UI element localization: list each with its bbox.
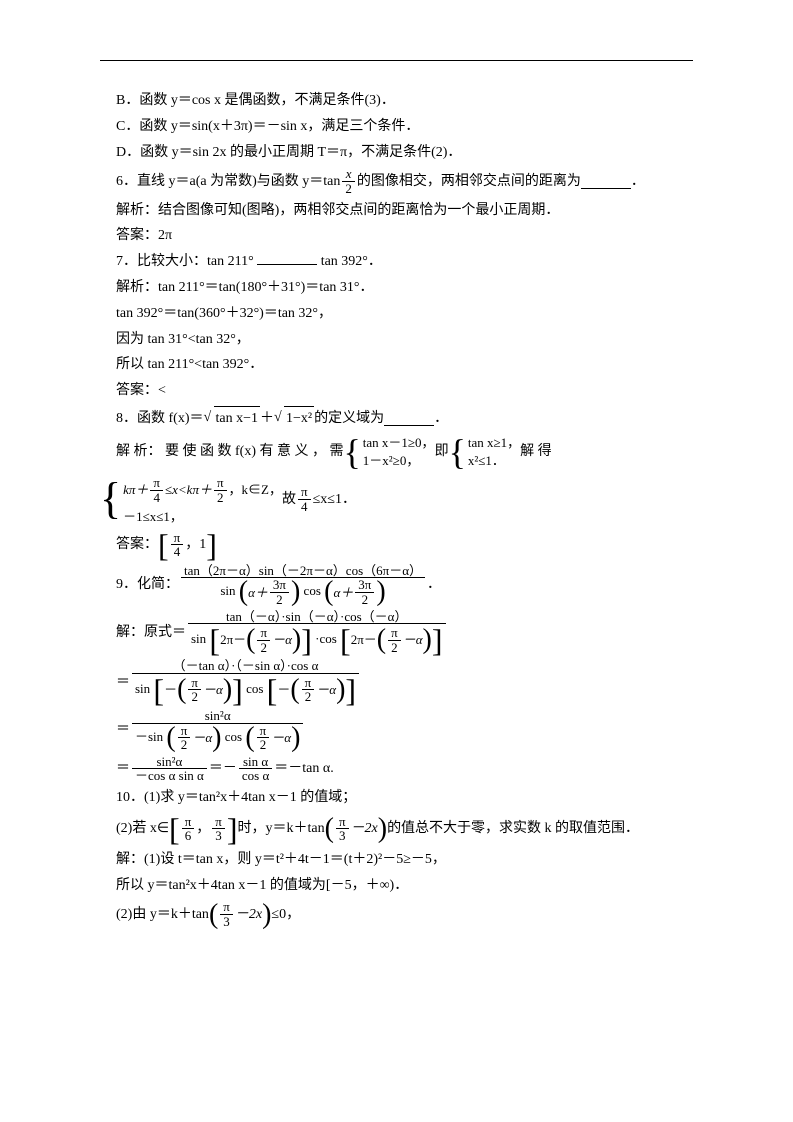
option-d: D．函数 y＝sin 2x 的最小正周期 T＝π，不满足条件(2)． [100,141,693,165]
q10-s3: (2)由 y＝k＋tan ( π3 －2x ) ≤0， [100,900,693,928]
q8-sqrt1: tan x−1 [204,406,261,431]
q6-text-a: 6．直线 y＝a(a 为常数)与函数 y＝tan [116,170,340,194]
q6: 6．直线 y＝a(a 为常数)与函数 y＝tan x 2 的图像相交，两相邻交点… [100,167,693,195]
q8-sys3: { kπ＋ π4 ≤x<kπ＋ π2 ，k∈Z， －1≤x≤1， 故 π4 ≤x… [100,473,693,525]
q10-2: (2)若 x∈ [ π6 ， π3 ] 时，y＝k＋tan ( π3 －2x )… [100,813,693,845]
q9-step1: 解：原式＝ tan（－α）·sin（－α）·cos（－α） sin [ 2π－ … [100,610,693,657]
q9: 9．化简： tan（2π－α）sin（－2π－α）cos（6π－α） sin (… [100,564,693,607]
option-c: C．函数 y＝sin(x＋3π)＝－sin x，满足三个条件． [100,115,693,139]
q6-end: ． [631,170,645,194]
q7: 7．比较大小：tan 211° tan 392°． [100,250,693,274]
q8-ans: 答案： [ π4 ，1 ] [100,529,693,561]
q8-blank [384,411,434,426]
q6-frac: x 2 [342,167,355,195]
q7-j3: 因为 tan 31°<tan 32°， [100,328,693,352]
q6-ans: 答案：2π [100,224,693,248]
q8-sys1: { tan x－1≥0， 1－x²≥0， [344,434,435,470]
q8-sqrt2: 1−x² [274,406,314,431]
q7-blank [257,250,317,265]
q9-step2: ＝ （－tan α）·（－sin α）·cos α sin [ － ( π2 －… [100,659,693,706]
q8: 8．函数 f(x)＝ tan x−1 ＋ 1−x² 的定义域为 ． [100,406,693,431]
q6-blank [581,174,631,189]
q7-ans: 答案：< [100,379,693,403]
q8-jiexi: 解 析： 要 使 函 数 f(x) 有 意 义 ， 需 { tan x－1≥0，… [100,434,693,470]
option-b: B．函数 y＝cos x 是偶函数，不满足条件(3)． [100,89,693,113]
top-rule [100,60,693,61]
q9-step3: ＝ sin²α －sin ( π2 －α ) cos ( π2 －α ) [100,709,693,752]
q9-step4: ＝ sin²α －cos α sin α ＝－ sin α cos α ＝－ta… [100,755,693,783]
q10-1: 10．(1)求 y＝tan²x＋4tan x－1 的值域； [100,786,693,810]
document-page: B．函数 y＝cos x 是偶函数，不满足条件(3)． C．函数 y＝sin(x… [0,0,793,1122]
q6-text-b: 的图像相交，两相邻交点间的距离为 [357,170,581,194]
q7-j4: 所以 tan 211°<tan 392°． [100,353,693,377]
q10-s1: 解：(1)设 t＝tan x，则 y＝t²＋4t－1＝(t＋2)²－5≥－5， [100,848,693,872]
q7-j2: tan 392°＝tan(360°＋32°)＝tan 32°， [100,302,693,326]
q6-jiexi: 解析：结合图像可知(图略)，两相邻交点间的距离恰为一个最小正周期． [100,199,693,223]
q10-s2: 所以 y＝tan²x＋4tan x－1 的值域为[－5，＋∞)． [100,874,693,898]
q8-sys2: { tan x≥1， x²≤1． [449,434,521,470]
q7-j1: 解析：tan 211°＝tan(180°＋31°)＝tan 31°． [100,276,693,300]
